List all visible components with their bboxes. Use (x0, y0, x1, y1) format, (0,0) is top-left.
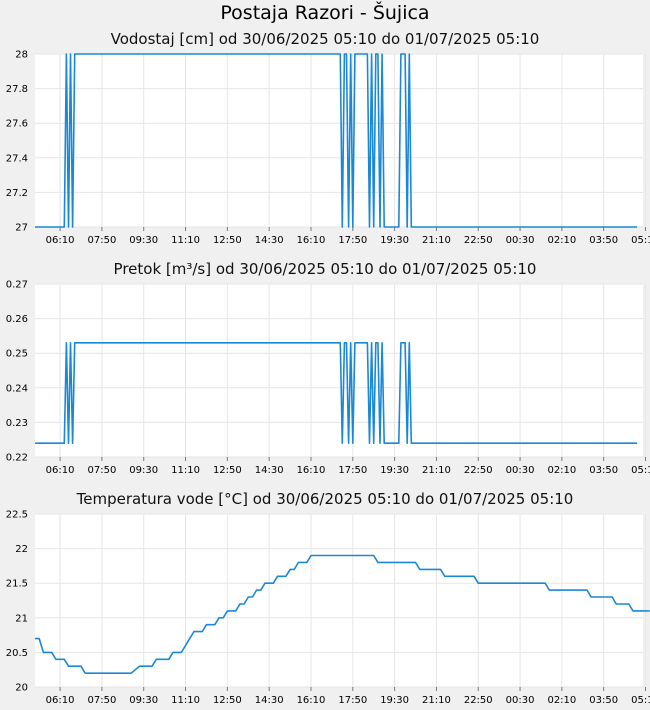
y-tick-label: 22 (15, 544, 28, 555)
chart-plot: 0.22 0.23 0.24 0.25 0.26 0.27 06:10 07:50 09:30 1… (6, 280, 650, 477)
y-tick-label: 0.24 (6, 383, 28, 394)
x-tick-label: 17:50 (338, 695, 367, 706)
x-tick-label: 22:50 (464, 235, 493, 246)
y-tick-label: 0.27 (6, 280, 28, 291)
x-tick-label: 14:30 (255, 235, 284, 246)
x-tick-label: 12:50 (213, 695, 242, 706)
x-tick-label: 12:50 (213, 465, 242, 476)
x-tick-label: 03:50 (589, 465, 618, 476)
x-tick-label: 07:50 (87, 235, 116, 246)
x-tick-label: 06:10 (46, 235, 75, 246)
x-tick-label: 17:50 (338, 465, 367, 476)
x-tick-label: 05:10 (631, 695, 650, 706)
x-tick-label: 16:10 (297, 465, 326, 476)
x-tick-label: 11:10 (171, 465, 200, 476)
x-tick-label: 14:30 (255, 695, 284, 706)
x-tick-label: 19:30 (380, 235, 409, 246)
x-tick-label: 17:50 (338, 235, 367, 246)
y-tick-label: 27 (15, 223, 28, 234)
x-tick-label: 19:30 (380, 695, 409, 706)
x-tick-label: 00:30 (506, 235, 535, 246)
y-tick-label: 20.5 (6, 648, 28, 659)
x-tick-label: 09:30 (129, 465, 158, 476)
y-tick-label: 27.4 (6, 153, 28, 164)
chart-water-level: Vodostaj [cm] od 30/06/2025 05:10 do 01/… (0, 28, 650, 250)
x-tick-label: 06:10 (46, 465, 75, 476)
y-tick-label: 27.6 (6, 119, 28, 130)
x-tick-label: 09:30 (129, 235, 158, 246)
x-tick-label: 12:50 (213, 235, 242, 246)
y-tick-label: 22.5 (6, 510, 28, 521)
y-tick-label: 0.25 (6, 349, 28, 360)
x-tick-label: 09:30 (129, 695, 158, 706)
x-tick-label: 03:50 (589, 695, 618, 706)
series-line (35, 342, 638, 444)
chart-plot: 27 27.2 27.4 27.6 27.8 28 06:10 07:50 09:30 11:10… (6, 50, 650, 247)
chart-water-temperature: Temperatura vode [°C] od 30/06/2025 05:1… (0, 488, 650, 710)
plot-area (35, 54, 643, 227)
y-tick-label: 21 (15, 613, 28, 624)
x-tick-label: 00:30 (506, 695, 535, 706)
x-tick-label: 22:50 (464, 695, 493, 706)
x-tick-label: 21:10 (422, 235, 451, 246)
y-tick-label: 0.26 (6, 314, 28, 325)
chart-title: Temperatura vode [°C] od 30/06/2025 05:1… (76, 490, 574, 508)
x-tick-label: 11:10 (171, 695, 200, 706)
series-line (35, 53, 638, 228)
x-tick-label: 16:10 (297, 695, 326, 706)
x-tick-label: 00:30 (506, 465, 535, 476)
y-tick-label: 27.8 (6, 84, 28, 95)
x-tick-label: 05:10 (631, 235, 650, 246)
x-tick-label: 06:10 (46, 695, 75, 706)
x-tick-label: 22:50 (464, 465, 493, 476)
x-tick-label: 14:30 (255, 465, 284, 476)
chart-title: Pretok [m³/s] od 30/06/2025 05:10 do 01/… (113, 260, 537, 278)
series-line (35, 554, 650, 674)
x-tick-label: 21:10 (422, 465, 451, 476)
chart-title: Vodostaj [cm] od 30/06/2025 05:10 do 01/… (110, 30, 540, 48)
page-title: Postaja Razori - Šujica (220, 2, 430, 24)
chart-discharge: Pretok [m³/s] od 30/06/2025 05:10 do 01/… (0, 258, 650, 480)
y-tick-label: 28 (15, 50, 28, 61)
x-tick-label: 02:10 (547, 695, 576, 706)
x-tick-label: 02:10 (547, 465, 576, 476)
y-tick-label: 0.23 (6, 418, 28, 429)
x-tick-label: 05:10 (631, 465, 650, 476)
x-tick-label: 21:10 (422, 695, 451, 706)
plot-area (35, 284, 643, 457)
y-tick-label: 27.2 (6, 188, 28, 199)
y-tick-label: 0.22 (6, 453, 28, 464)
chart-plot: 20 20.5 21 21.5 22 22.5 06:10 07:50 09:30 11:10 12… (6, 510, 650, 707)
x-tick-label: 19:30 (380, 465, 409, 476)
x-tick-label: 16:10 (297, 235, 326, 246)
x-tick-label: 03:50 (589, 235, 618, 246)
x-tick-label: 07:50 (87, 695, 116, 706)
x-tick-label: 11:10 (171, 235, 200, 246)
x-tick-label: 02:10 (547, 235, 576, 246)
y-tick-label: 20 (15, 683, 28, 694)
y-tick-label: 21.5 (6, 579, 28, 590)
plot-area (35, 514, 643, 687)
x-tick-label: 07:50 (87, 465, 116, 476)
